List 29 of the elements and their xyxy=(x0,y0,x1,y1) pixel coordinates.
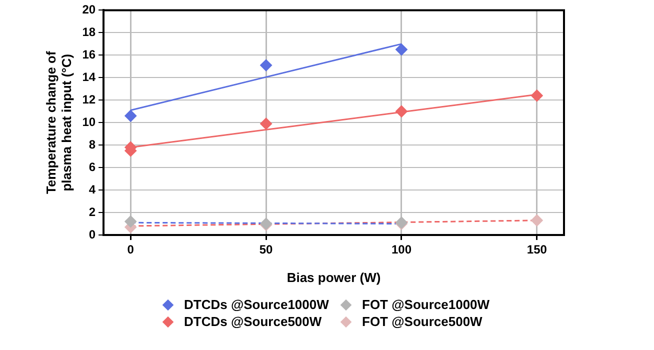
y-tick-label: 8 xyxy=(88,137,96,152)
legend-label: DTCDs @Source500W xyxy=(184,314,322,329)
x-tick-label: 100 xyxy=(391,242,412,257)
legend-label: FOT @Source500W xyxy=(362,314,482,329)
point xyxy=(260,118,272,130)
y-tick-label: 12 xyxy=(82,92,96,106)
y-tick-label: 18 xyxy=(82,24,96,39)
y-tick-label: 4 xyxy=(88,182,96,196)
legend-label: FOT @Source1000W xyxy=(362,297,490,312)
y-tick-label: 10 xyxy=(82,114,96,129)
y-tick-label: 2 xyxy=(88,204,96,219)
y-tick-label: 0 xyxy=(88,227,96,242)
y-tick-label: 16 xyxy=(82,47,96,62)
legend-label: DTCDs @Source1000W xyxy=(184,297,329,312)
y-axis-title: Temperature change of plasma heat input (°C) xyxy=(43,50,74,194)
x-tick-label: 0 xyxy=(127,242,134,257)
x-axis-title: Bias power (W) xyxy=(286,270,381,285)
x-tick-label: 150 xyxy=(526,242,548,257)
point xyxy=(260,59,272,72)
point xyxy=(395,44,408,56)
y-tick-label: 20 xyxy=(82,2,96,17)
point xyxy=(124,216,137,228)
y-tick-label: 14 xyxy=(82,70,96,84)
point xyxy=(530,214,543,226)
y-tick-label: 6 xyxy=(88,160,96,174)
point xyxy=(530,90,543,102)
point xyxy=(124,110,137,122)
point xyxy=(395,105,408,118)
x-tick-label: 50 xyxy=(259,242,274,257)
